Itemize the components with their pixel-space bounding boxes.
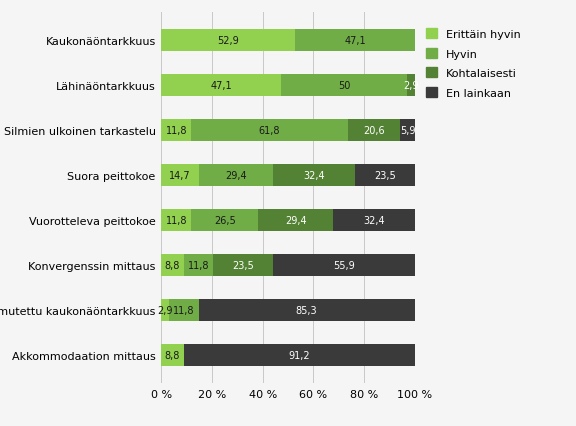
Text: 91,2: 91,2 (289, 350, 310, 360)
Bar (199, 164, 273, 187)
Bar (333, 209, 415, 232)
Text: 29,4: 29,4 (225, 171, 247, 181)
Bar (184, 254, 214, 277)
Bar (281, 75, 407, 97)
Bar (161, 119, 191, 142)
Text: 47,1: 47,1 (210, 81, 232, 91)
Bar (184, 344, 415, 366)
Bar (273, 164, 355, 187)
Bar (400, 119, 415, 142)
Text: 29,4: 29,4 (285, 216, 306, 225)
Text: 47,1: 47,1 (344, 36, 366, 46)
Bar (191, 209, 259, 232)
Bar (273, 254, 415, 277)
Bar (169, 299, 199, 322)
Bar (161, 299, 169, 322)
Legend: Erittäin hyvin, Hyvin, Kohtalaisesti, En lainkaan: Erittäin hyvin, Hyvin, Kohtalaisesti, En… (423, 26, 524, 102)
Text: 23,5: 23,5 (232, 260, 254, 271)
Text: 20,6: 20,6 (363, 126, 385, 136)
Text: 5,9: 5,9 (400, 126, 415, 136)
Text: 8,8: 8,8 (165, 260, 180, 271)
Bar (407, 75, 415, 97)
Text: 2,9: 2,9 (157, 305, 173, 315)
Bar (348, 119, 400, 142)
Text: 11,8: 11,8 (188, 260, 209, 271)
Text: 14,7: 14,7 (169, 171, 191, 181)
Text: 50: 50 (338, 81, 350, 91)
Text: 11,8: 11,8 (165, 216, 187, 225)
Bar (199, 299, 415, 322)
Bar (191, 119, 348, 142)
Text: 61,8: 61,8 (259, 126, 281, 136)
Text: 32,4: 32,4 (304, 171, 325, 181)
Text: 8,8: 8,8 (165, 350, 180, 360)
Bar (161, 209, 191, 232)
Bar (161, 254, 184, 277)
Text: 2,9: 2,9 (403, 81, 419, 91)
Text: 32,4: 32,4 (363, 216, 385, 225)
Bar (295, 30, 415, 52)
Bar (161, 75, 281, 97)
Text: 11,8: 11,8 (173, 305, 194, 315)
Text: 85,3: 85,3 (296, 305, 317, 315)
Text: 23,5: 23,5 (374, 171, 396, 181)
Text: 11,8: 11,8 (165, 126, 187, 136)
Bar (259, 209, 333, 232)
Text: 55,9: 55,9 (333, 260, 355, 271)
Bar (161, 164, 199, 187)
Bar (161, 344, 184, 366)
Text: 26,5: 26,5 (214, 216, 236, 225)
Bar (161, 30, 295, 52)
Bar (214, 254, 273, 277)
Text: 52,9: 52,9 (217, 36, 239, 46)
Bar (355, 164, 415, 187)
